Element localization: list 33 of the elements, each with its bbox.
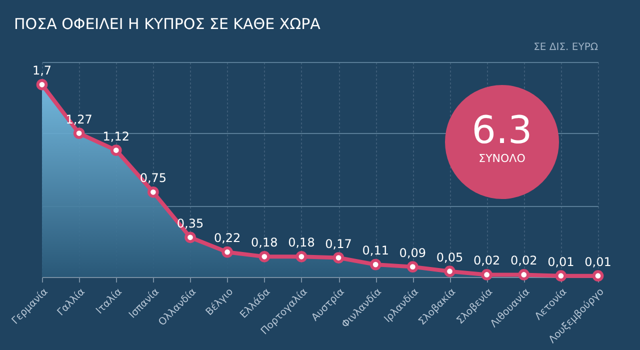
data-label: 0,17 (325, 236, 352, 251)
data-label: 0,09 (399, 246, 426, 260)
data-label: 0,05 (436, 250, 464, 264)
point (444, 266, 456, 278)
data-label: 0,18 (288, 236, 315, 250)
annotation: 6.3 (472, 108, 532, 152)
text: ΣΕ ΔΙΣ. ΕΥΡΩ (534, 42, 598, 53)
point (555, 270, 567, 282)
data-label: 0,02 (510, 254, 538, 268)
point (592, 270, 604, 282)
point (406, 261, 418, 272)
point (73, 128, 85, 139)
data-label: 1,7 (32, 64, 52, 78)
point (258, 250, 270, 262)
data-label: 0,01 (584, 254, 612, 269)
point (332, 252, 344, 264)
point (222, 246, 234, 258)
point (36, 78, 48, 90)
data-label: 0,18 (251, 236, 278, 250)
point (184, 232, 196, 244)
point (481, 269, 492, 280)
point (110, 144, 122, 156)
point (370, 258, 382, 270)
chart-title: ΠΟΣΑ ΟΦΕΙΛΕΙ Η ΚΥΠΡΟΣ ΣΕ ΚΑΘΕ ΧΩΡΑ (14, 15, 322, 33)
annotation: ΣΥΝΟΛΟ (478, 152, 526, 165)
data-label: 0,01 (548, 254, 574, 269)
data-label: 0,11 (362, 244, 389, 258)
point (296, 250, 308, 262)
data-label: 1,12 (102, 129, 130, 144)
point (518, 269, 530, 280)
data-label: 0,22 (214, 231, 241, 246)
data-label: 0,02 (473, 254, 500, 268)
point (148, 186, 159, 198)
